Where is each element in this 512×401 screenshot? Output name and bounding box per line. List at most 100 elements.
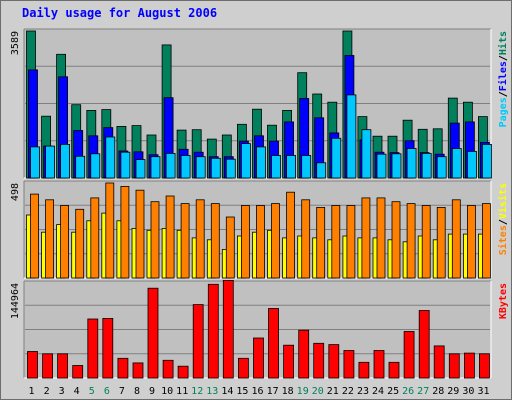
bar-pages-day-28: [436, 156, 447, 179]
bar-pages-day-16: [256, 146, 266, 179]
bars-hits-files-pages: [26, 30, 492, 179]
bar-pages-day-8: [135, 159, 146, 179]
x-tick-label-day-4: 4: [74, 386, 80, 397]
bar-sites-day-12: [195, 199, 205, 279]
bar-pages-day-27: [421, 152, 432, 179]
bar-pages-day-4: [75, 155, 86, 179]
bar-pages-day-12: [195, 156, 206, 179]
bar-kbytes-day-6: [102, 317, 114, 379]
bar-sites-day-11: [180, 203, 190, 279]
bar-pages-day-7: [120, 151, 131, 179]
bar-sites-day-6: [105, 182, 115, 279]
bar-sites-day-31: [481, 203, 491, 279]
bar-kbytes-day-12: [192, 304, 204, 379]
bar-pages-day-5: [90, 153, 101, 179]
x-tick-label-day-30: 30: [462, 386, 474, 397]
bar-sites-day-22: [346, 205, 356, 279]
bar-pages-day-13: [210, 157, 221, 179]
bar-sites-day-25: [391, 201, 401, 279]
bar-pages-day-26: [406, 148, 417, 179]
bar-kbytes-day-22: [343, 350, 355, 379]
bar-pages-day-2: [45, 145, 55, 179]
bar-pages-day-1: [30, 146, 40, 179]
x-tick-label-day-31: 31: [477, 386, 489, 397]
bar-kbytes-day-26: [403, 331, 415, 379]
bar-pages-day-22: [346, 94, 357, 179]
bar-kbytes-day-25: [388, 361, 400, 379]
x-tick-label-day-5: 5: [89, 386, 95, 397]
x-tick-label-day-12: 12: [191, 386, 203, 397]
bar-kbytes-day-16: [253, 337, 264, 379]
legend-visits: Visits: [497, 183, 509, 219]
bar-kbytes-day-14: [222, 279, 234, 379]
bar-kbytes-day-11: [177, 365, 189, 379]
bar-kbytes-day-19: [298, 329, 310, 379]
bar-kbytes-day-10: [162, 359, 174, 379]
legend-separator: /: [498, 91, 509, 97]
bar-sites-day-2: [45, 199, 54, 279]
bar-sites-day-21: [331, 205, 341, 279]
legend-hits: Hits: [497, 31, 509, 55]
x-tick-label-day-11: 11: [176, 386, 188, 397]
x-tick-label-day-6: 6: [104, 386, 110, 397]
panel-visits-sites: 498 Sites/Visits: [10, 180, 509, 279]
bars-visits-sites: [26, 182, 491, 279]
bar-pages-day-17: [271, 155, 281, 179]
legend-separator: /: [498, 219, 509, 225]
y-max-label: 144964: [10, 283, 21, 319]
bar-kbytes-day-17: [268, 308, 279, 379]
bar-sites-day-24: [376, 197, 386, 279]
bar-sites-day-7: [120, 185, 130, 279]
bar-sites-day-20: [316, 206, 326, 279]
bar-pages-day-6: [105, 136, 116, 179]
legend-files: Files: [497, 61, 509, 91]
bar-sites-day-19: [301, 199, 311, 279]
bar-kbytes-day-28: [433, 345, 445, 379]
bar-kbytes-day-5: [87, 318, 99, 379]
x-tick-label-day-29: 29: [447, 386, 459, 397]
bar-kbytes-day-30: [463, 352, 475, 379]
bar-kbytes-day-3: [57, 353, 68, 379]
legend: Sites/Visits: [497, 183, 509, 255]
chart-title: Daily usage for August 2006: [22, 6, 217, 20]
bar-pages-day-21: [331, 137, 342, 179]
x-tick-label-day-10: 10: [161, 386, 173, 397]
bar-pages-day-29: [451, 148, 462, 179]
x-tick-label-day-19: 19: [297, 386, 309, 397]
bar-pages-day-18: [286, 155, 297, 179]
bar-kbytes-day-20: [313, 342, 325, 379]
bar-pages-day-25: [391, 153, 402, 179]
bars-kbytes: [27, 279, 490, 379]
x-tick-label-day-1: 1: [28, 386, 34, 397]
x-tick-label-day-27: 27: [417, 386, 429, 397]
bar-kbytes-day-1: [27, 351, 38, 379]
bar-sites-day-18: [286, 191, 296, 279]
bar-pages-day-11: [180, 155, 191, 179]
bar-sites-day-1: [30, 193, 39, 279]
y-max-label: 498: [10, 183, 21, 201]
bar-sites-day-23: [361, 197, 371, 279]
bar-kbytes-day-4: [72, 365, 84, 379]
x-tick-label-day-20: 20: [312, 386, 324, 397]
bar-kbytes-day-29: [448, 353, 460, 379]
bar-pages-day-31: [481, 143, 492, 179]
bar-sites-day-8: [135, 189, 145, 279]
bar-pages-day-24: [376, 153, 387, 179]
bar-kbytes-day-21: [328, 344, 340, 379]
bar-pages-day-20: [316, 162, 327, 179]
bar-sites-day-5: [90, 197, 100, 279]
x-tick-label-day-16: 16: [251, 386, 263, 397]
bar-pages-day-10: [165, 152, 176, 179]
bar-sites-day-28: [436, 206, 446, 279]
bar-sites-day-16: [256, 205, 265, 279]
x-tick-label-day-24: 24: [372, 386, 384, 397]
bar-kbytes-day-31: [478, 353, 490, 379]
bar-sites-day-17: [271, 203, 280, 279]
x-tick-label-day-7: 7: [119, 386, 125, 397]
bar-pages-day-14: [225, 158, 236, 179]
x-tick-label-day-2: 2: [44, 386, 50, 397]
legend: KBytes: [498, 283, 509, 319]
bar-kbytes-day-7: [117, 357, 129, 379]
x-tick-label-day-22: 22: [342, 386, 354, 397]
